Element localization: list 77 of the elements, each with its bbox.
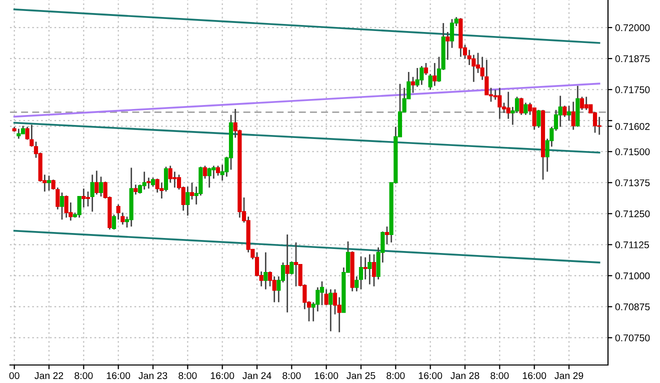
candlestick: [532, 107, 536, 130]
candlestick: [358, 256, 364, 290]
x-tick-label: Jan 28: [450, 372, 480, 380]
candlestick: [207, 167, 212, 188]
y-tick-label: 0.72000: [615, 24, 650, 32]
candlestick: [60, 192, 64, 220]
x-tick-label: Jan 24: [242, 372, 272, 380]
candlestick: [172, 171, 177, 188]
candlestick: [168, 165, 172, 184]
candlestick: [134, 184, 138, 196]
candlestick: [524, 102, 528, 116]
x-tick-label: 8:00: [490, 372, 509, 380]
candlestick: [363, 256, 368, 280]
candlestick: [584, 96, 588, 111]
candlestick: [424, 62, 428, 76]
candlestick: [46, 174, 52, 192]
candlestick: [446, 31, 450, 60]
candlestick: [272, 276, 276, 303]
candlestick: [420, 65, 424, 86]
candlestick: [94, 170, 99, 196]
y-tick-label: 0.71750: [615, 86, 650, 94]
y-tick-label: 0.71602: [615, 123, 650, 130]
x-tick-label: 00: [9, 372, 20, 380]
candlestick: [562, 105, 567, 118]
candlestick: [294, 242, 298, 288]
candlestick: [415, 67, 420, 88]
candlestick: [264, 252, 268, 290]
x-tick-label: 16:00: [314, 372, 338, 380]
y-tick-label: 0.71375: [615, 179, 650, 186]
candlestick: [558, 95, 562, 128]
x-tick-label: 8:00: [178, 372, 197, 380]
y-tick-label: 0.71500: [615, 148, 650, 156]
candlestick: [368, 254, 372, 286]
candlestick: [472, 54, 476, 83]
candlestick: [190, 182, 194, 200]
x-tick-label: Jan 22: [34, 372, 64, 380]
candlestick: [597, 116, 602, 136]
x-tick-label: 8:00: [74, 372, 93, 380]
candlestick: [372, 254, 376, 288]
candlestick: [580, 96, 584, 111]
candlestick: [116, 204, 120, 220]
candlestick: [337, 296, 342, 333]
y-tick-label: 0.71875: [615, 55, 650, 62]
candlestick: [384, 226, 390, 246]
candlestick: [82, 188, 86, 208]
candlestick: [90, 174, 94, 212]
candlestick: [571, 101, 576, 130]
candlestick: [64, 194, 68, 218]
candlestick: [142, 171, 146, 190]
candlestick: [536, 109, 541, 128]
candlestick: [566, 105, 572, 122]
x-tick-label: 8:00: [282, 372, 301, 380]
candlestick: [328, 288, 333, 332]
x-tick-label: Jan 23: [138, 372, 168, 380]
x-tick-label: 16:00: [210, 372, 234, 380]
candlestick: [410, 76, 416, 94]
y-tick-label: 0.70750: [615, 334, 650, 342]
candlestick: [186, 186, 190, 216]
candlestick: [216, 165, 220, 176]
candlestick: [484, 59, 489, 96]
candlestick: [285, 234, 290, 314]
y-tick-label: 0.70875: [615, 303, 650, 310]
x-tick-label: 16:00: [418, 372, 442, 380]
y-tick-label: 0.71125: [615, 241, 649, 248]
candlestick: [432, 62, 437, 87]
x-tick-label: Jan 25: [346, 372, 376, 380]
y-tick-label: 0.71250: [615, 210, 650, 218]
x-tick-label: 16:00: [522, 372, 546, 380]
x-tick-label: 16:00: [106, 372, 130, 380]
x-tick-label: Jan 29: [554, 372, 584, 380]
x-tick-label: 8:00: [386, 372, 405, 380]
candlestick: [98, 176, 104, 198]
y-tick-label: 0.71000: [615, 272, 650, 280]
candlestick: [160, 182, 164, 200]
candlestick: [324, 288, 328, 306]
candlestick: [519, 97, 524, 116]
candlestick: [498, 87, 502, 120]
